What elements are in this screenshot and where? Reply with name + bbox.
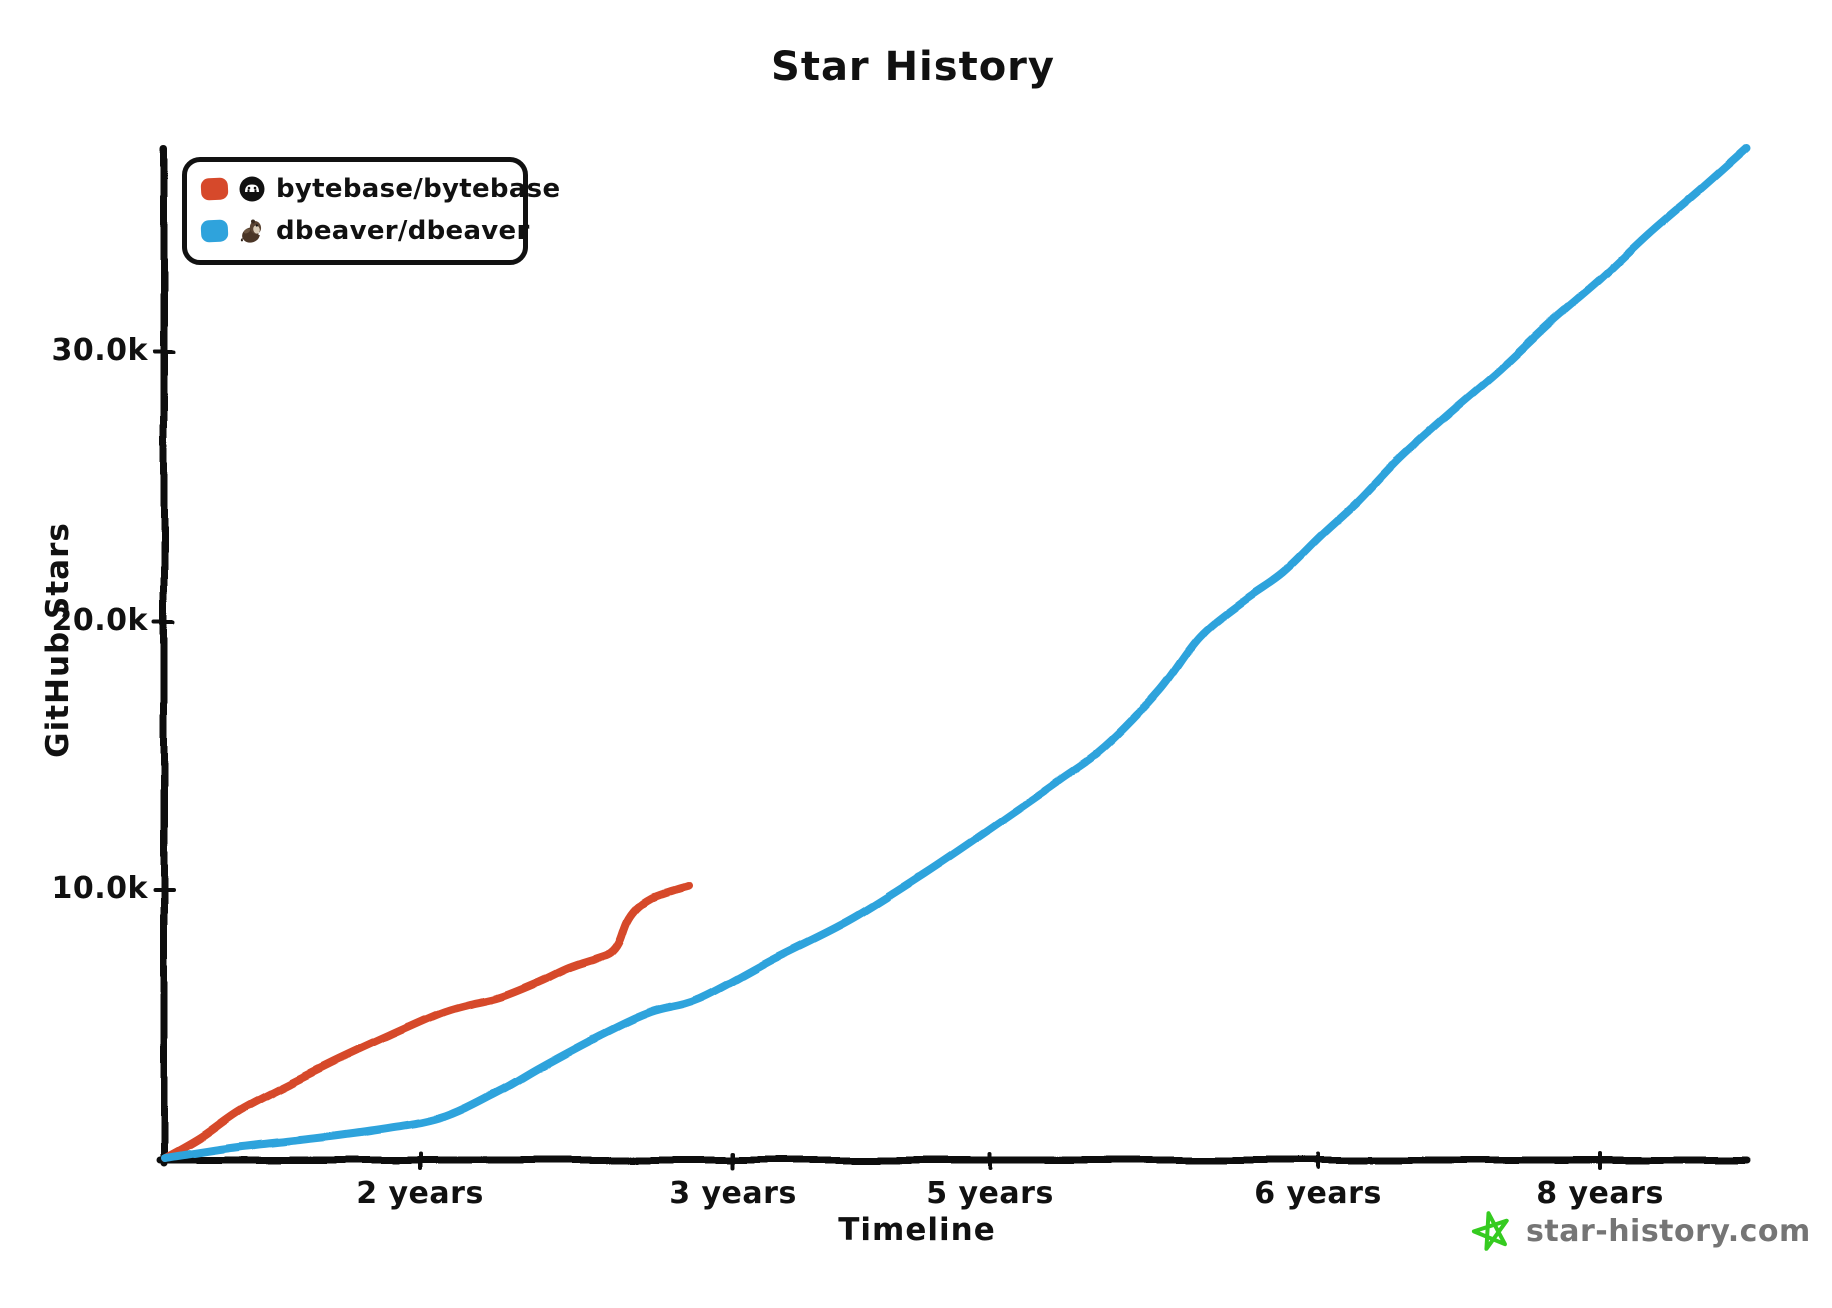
- bytebase-color-swatch: [200, 177, 229, 201]
- x-tick-8-years: 8 years: [1536, 1176, 1664, 1211]
- legend: bytebase/bytebase dbeaver/dbeaver: [182, 157, 560, 265]
- dbeaver-avatar-icon: [238, 217, 266, 245]
- y-tick-20.0k: 20.0k: [51, 603, 148, 638]
- watermark-text: star-history.com: [1526, 1213, 1811, 1249]
- x-tick-5-years: 5 years: [926, 1176, 1054, 1211]
- dbeaver-color-swatch: [200, 219, 229, 243]
- bytebase-avatar-icon: [238, 175, 266, 203]
- legend-item-dbeaver: dbeaver/dbeaver: [200, 214, 529, 248]
- y-tick-30.0k: 30.0k: [51, 333, 148, 368]
- legend-label-dbeaver: dbeaver/dbeaver: [276, 216, 530, 246]
- chart-title: Star History: [771, 44, 1055, 90]
- star-doodle-icon: [1468, 1208, 1514, 1254]
- legend-label-bytebase: bytebase/bytebase: [276, 174, 561, 204]
- x-tick-6-years: 6 years: [1254, 1176, 1382, 1211]
- y-axis-label: GitHub Stars: [40, 522, 76, 758]
- y-tick-10.0k: 10.0k: [51, 871, 148, 906]
- x-tick-3-years: 3 years: [669, 1176, 797, 1211]
- watermark: star-history.com: [1468, 1208, 1811, 1254]
- x-tick-2-years: 2 years: [356, 1176, 484, 1211]
- legend-item-bytebase: bytebase/bytebase: [200, 172, 560, 206]
- x-axis-label: Timeline: [838, 1212, 996, 1248]
